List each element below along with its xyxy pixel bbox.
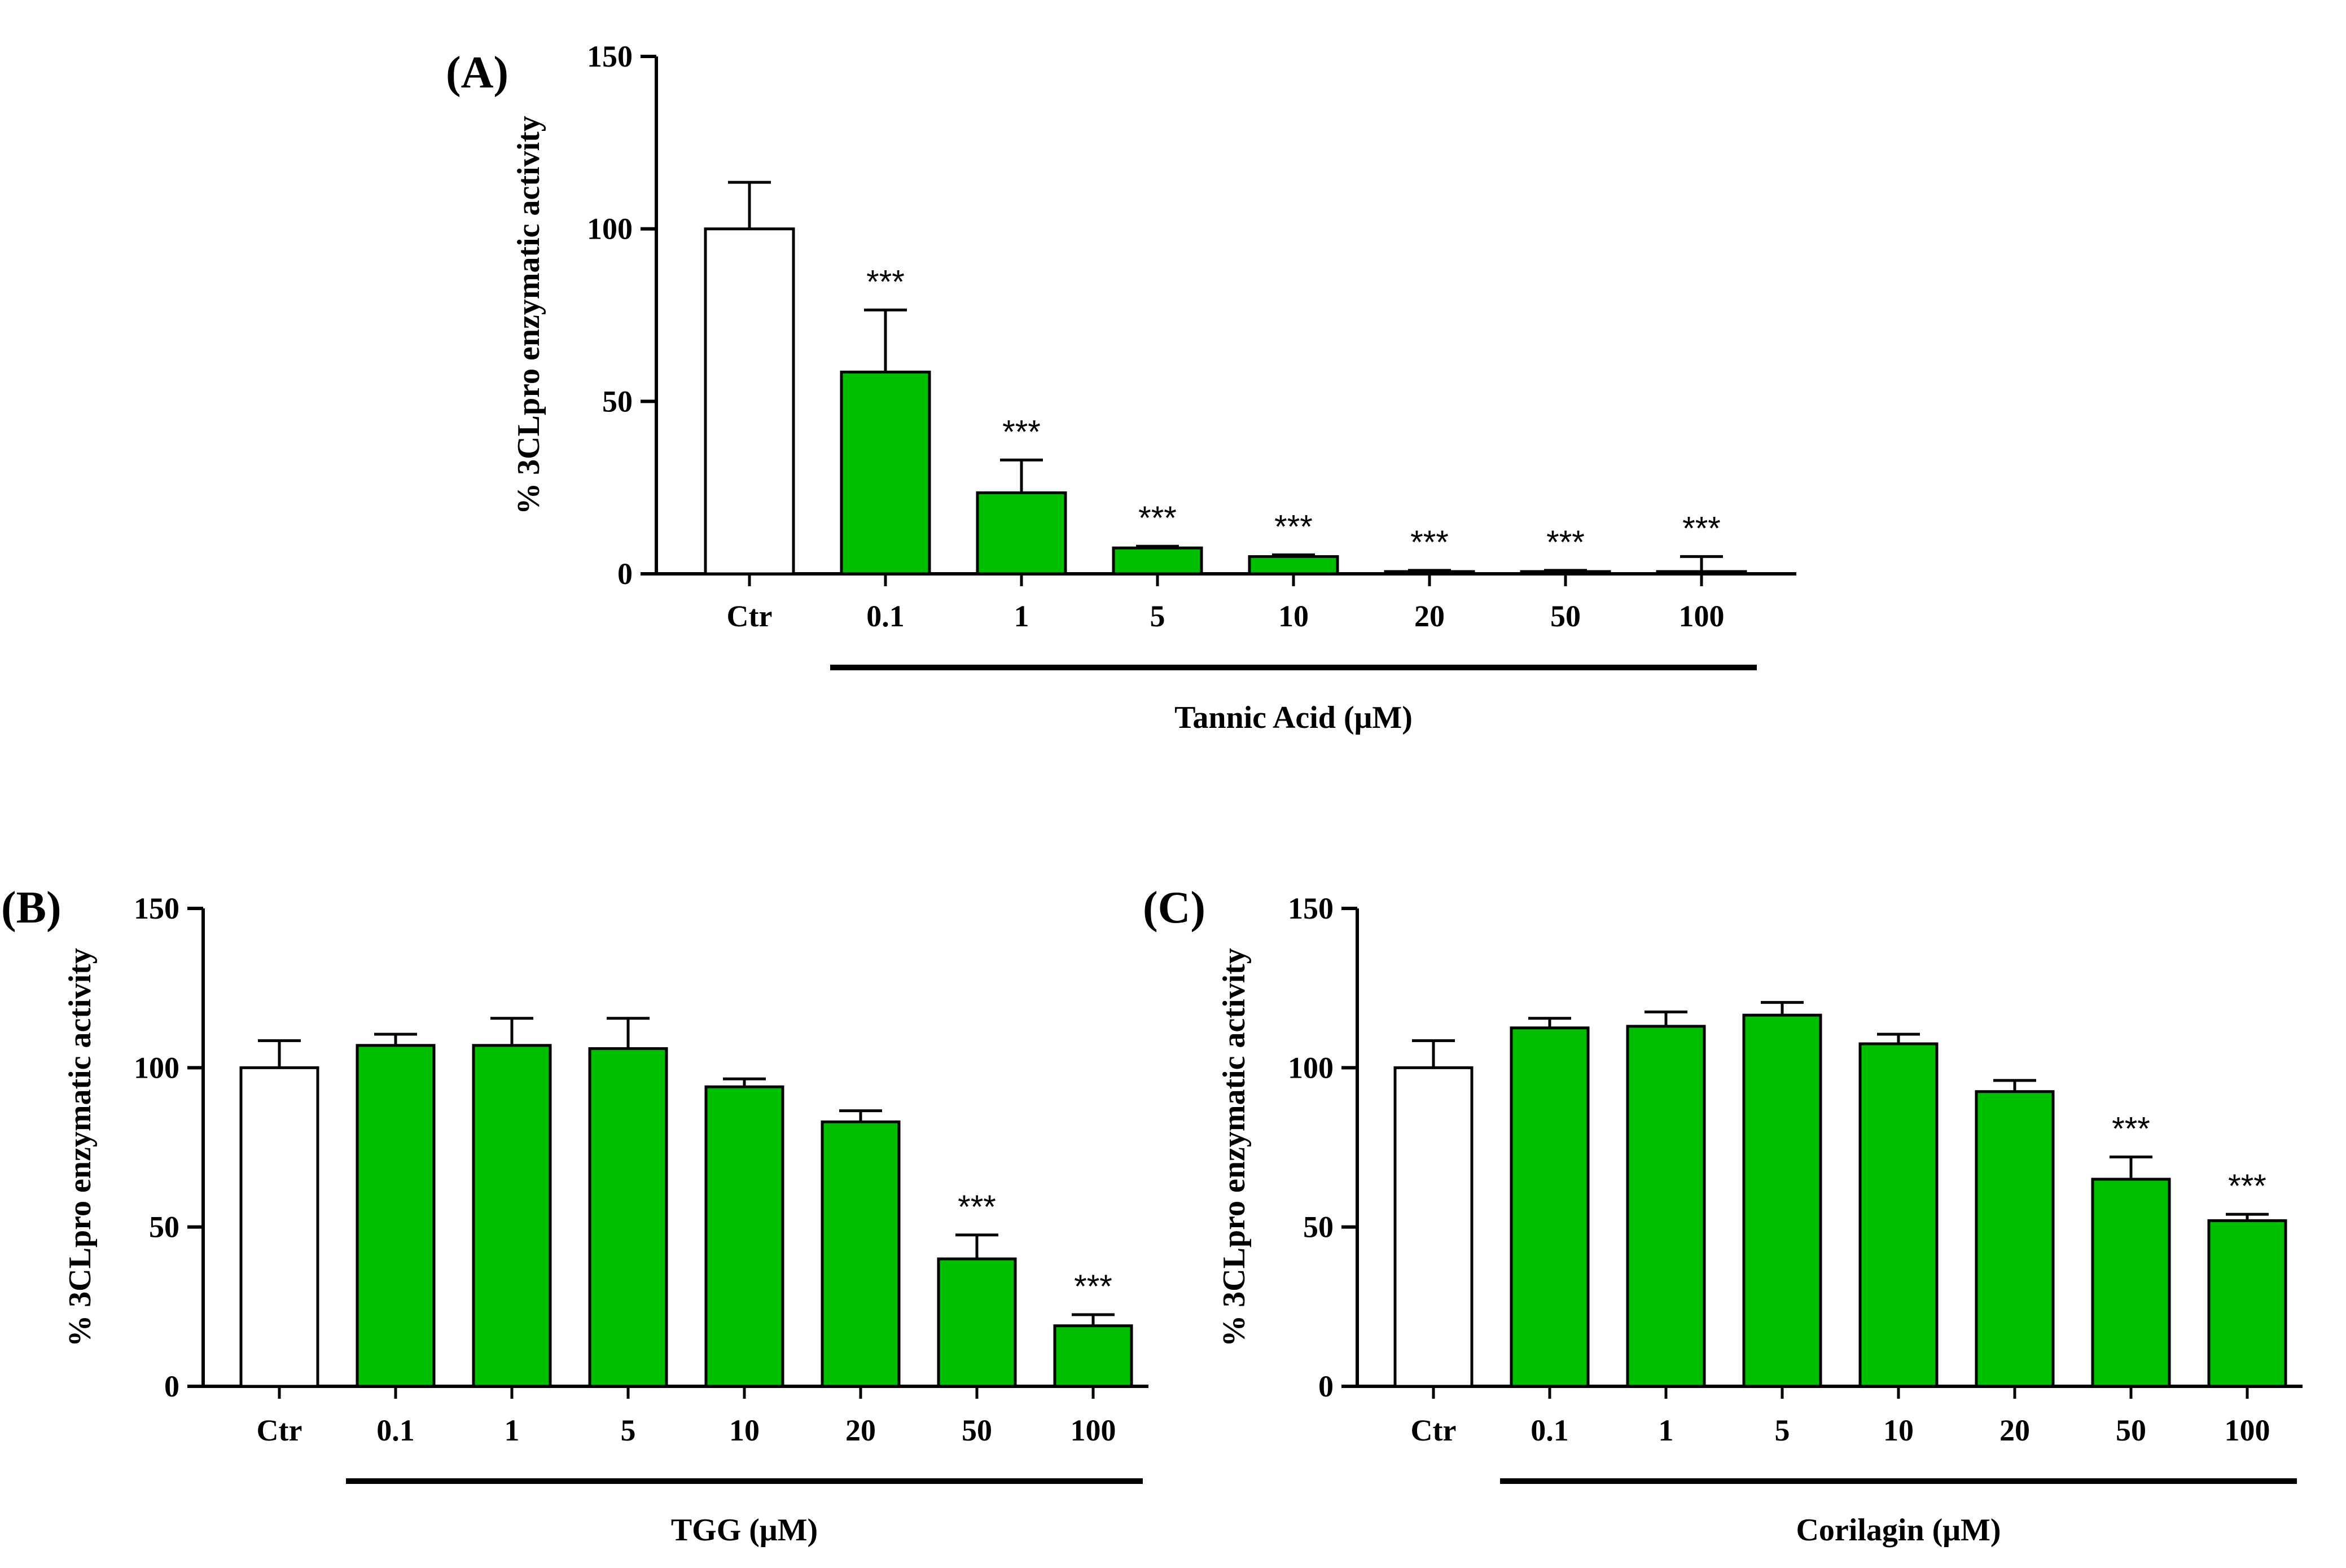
x-tick-label: 0.1 bbox=[866, 599, 905, 633]
x-tick-label: 1 bbox=[505, 1413, 520, 1447]
significance-label: *** bbox=[2228, 1168, 2266, 1205]
y-tick-label: 100 bbox=[587, 212, 633, 246]
bar bbox=[821, 1120, 901, 1388]
bar bbox=[1112, 546, 1203, 576]
x-tick-label: 50 bbox=[962, 1413, 992, 1447]
significance-label: *** bbox=[1074, 1268, 1112, 1305]
x-tick-label: 50 bbox=[2116, 1413, 2146, 1447]
x-tick-label: 100 bbox=[1679, 599, 1725, 633]
bar bbox=[1975, 1090, 2055, 1388]
x-tick-label: 5 bbox=[1775, 1413, 1790, 1447]
x-tick-label: 1 bbox=[1659, 1413, 1674, 1447]
x-tick-label: 20 bbox=[1999, 1413, 2030, 1447]
x-axis-label: TGG (μM) bbox=[671, 1513, 818, 1548]
x-tick-label: 10 bbox=[1883, 1413, 1914, 1447]
x-tick-label: 10 bbox=[1278, 599, 1309, 633]
y-tick-label: 150 bbox=[1288, 891, 1334, 925]
bar bbox=[840, 370, 931, 576]
bar bbox=[1393, 1066, 1474, 1388]
significance-label: *** bbox=[1138, 500, 1177, 537]
bar bbox=[1742, 1013, 1822, 1388]
x-tick-label: 20 bbox=[845, 1413, 876, 1447]
significance-label: *** bbox=[866, 263, 905, 300]
bar bbox=[588, 1047, 668, 1388]
significance-label: *** bbox=[1410, 524, 1449, 561]
x-tick-label: 100 bbox=[2225, 1413, 2270, 1447]
bar bbox=[1053, 1324, 1133, 1388]
bar bbox=[937, 1257, 1017, 1388]
y-axis-label: % 3CLpro enzymatic activity bbox=[511, 116, 546, 515]
y-tick-label: 100 bbox=[134, 1051, 179, 1084]
significance-label: *** bbox=[1274, 508, 1313, 545]
panel-label: (C) bbox=[1143, 883, 1205, 933]
x-tick-label: 0.1 bbox=[376, 1413, 415, 1447]
bar bbox=[1656, 570, 1747, 576]
x-tick-label: 10 bbox=[729, 1413, 760, 1447]
significance-label: *** bbox=[1002, 414, 1041, 450]
bar bbox=[356, 1044, 436, 1388]
bar bbox=[1384, 570, 1475, 576]
bar bbox=[1520, 570, 1611, 576]
x-axis-label: Corilagin (μM) bbox=[1796, 1513, 2001, 1548]
y-tick-label: 100 bbox=[1288, 1051, 1334, 1084]
x-tick-label: 5 bbox=[1150, 599, 1165, 633]
bar bbox=[704, 227, 795, 576]
y-axis-label: % 3CLpro enzymatic activity bbox=[1217, 948, 1252, 1347]
significance-label: *** bbox=[1546, 524, 1585, 561]
x-tick-label: 20 bbox=[1414, 599, 1445, 633]
significance-label: *** bbox=[958, 1189, 996, 1226]
bar bbox=[239, 1066, 319, 1388]
bar bbox=[1510, 1026, 1590, 1388]
y-tick-label: 150 bbox=[134, 891, 179, 925]
bar bbox=[976, 491, 1067, 576]
bar bbox=[704, 1085, 784, 1388]
x-tick-label: 100 bbox=[1071, 1413, 1116, 1447]
y-axis-label: % 3CLpro enzymatic activity bbox=[63, 948, 98, 1347]
x-tick-label: Ctr bbox=[727, 599, 773, 633]
y-tick-label: 50 bbox=[602, 384, 633, 418]
significance-label: *** bbox=[1682, 510, 1721, 547]
y-tick-label: 150 bbox=[587, 39, 633, 73]
bar bbox=[1858, 1042, 1939, 1388]
x-tick-label: Ctr bbox=[1411, 1413, 1457, 1447]
y-tick-label: 50 bbox=[1303, 1210, 1334, 1244]
y-tick-label: 0 bbox=[1318, 1369, 1334, 1403]
bar bbox=[472, 1044, 552, 1388]
x-tick-label: Ctr bbox=[257, 1413, 302, 1447]
bar bbox=[2091, 1178, 2171, 1388]
x-tick-label: 5 bbox=[621, 1413, 636, 1447]
bar bbox=[1626, 1025, 1706, 1388]
x-axis-label: Tannic Acid (μM) bbox=[1174, 700, 1413, 735]
bar bbox=[1248, 555, 1339, 576]
y-tick-label: 0 bbox=[617, 557, 633, 591]
y-tick-label: 50 bbox=[149, 1210, 179, 1244]
x-tick-label: 1 bbox=[1014, 599, 1029, 633]
bar bbox=[2207, 1219, 2287, 1388]
x-tick-label: 50 bbox=[1550, 599, 1581, 633]
y-tick-label: 0 bbox=[164, 1369, 179, 1403]
panel-label: (B) bbox=[1, 883, 62, 933]
significance-label: *** bbox=[2112, 1110, 2150, 1147]
x-tick-label: 0.1 bbox=[1531, 1413, 1569, 1447]
panel-label: (A) bbox=[446, 48, 508, 98]
